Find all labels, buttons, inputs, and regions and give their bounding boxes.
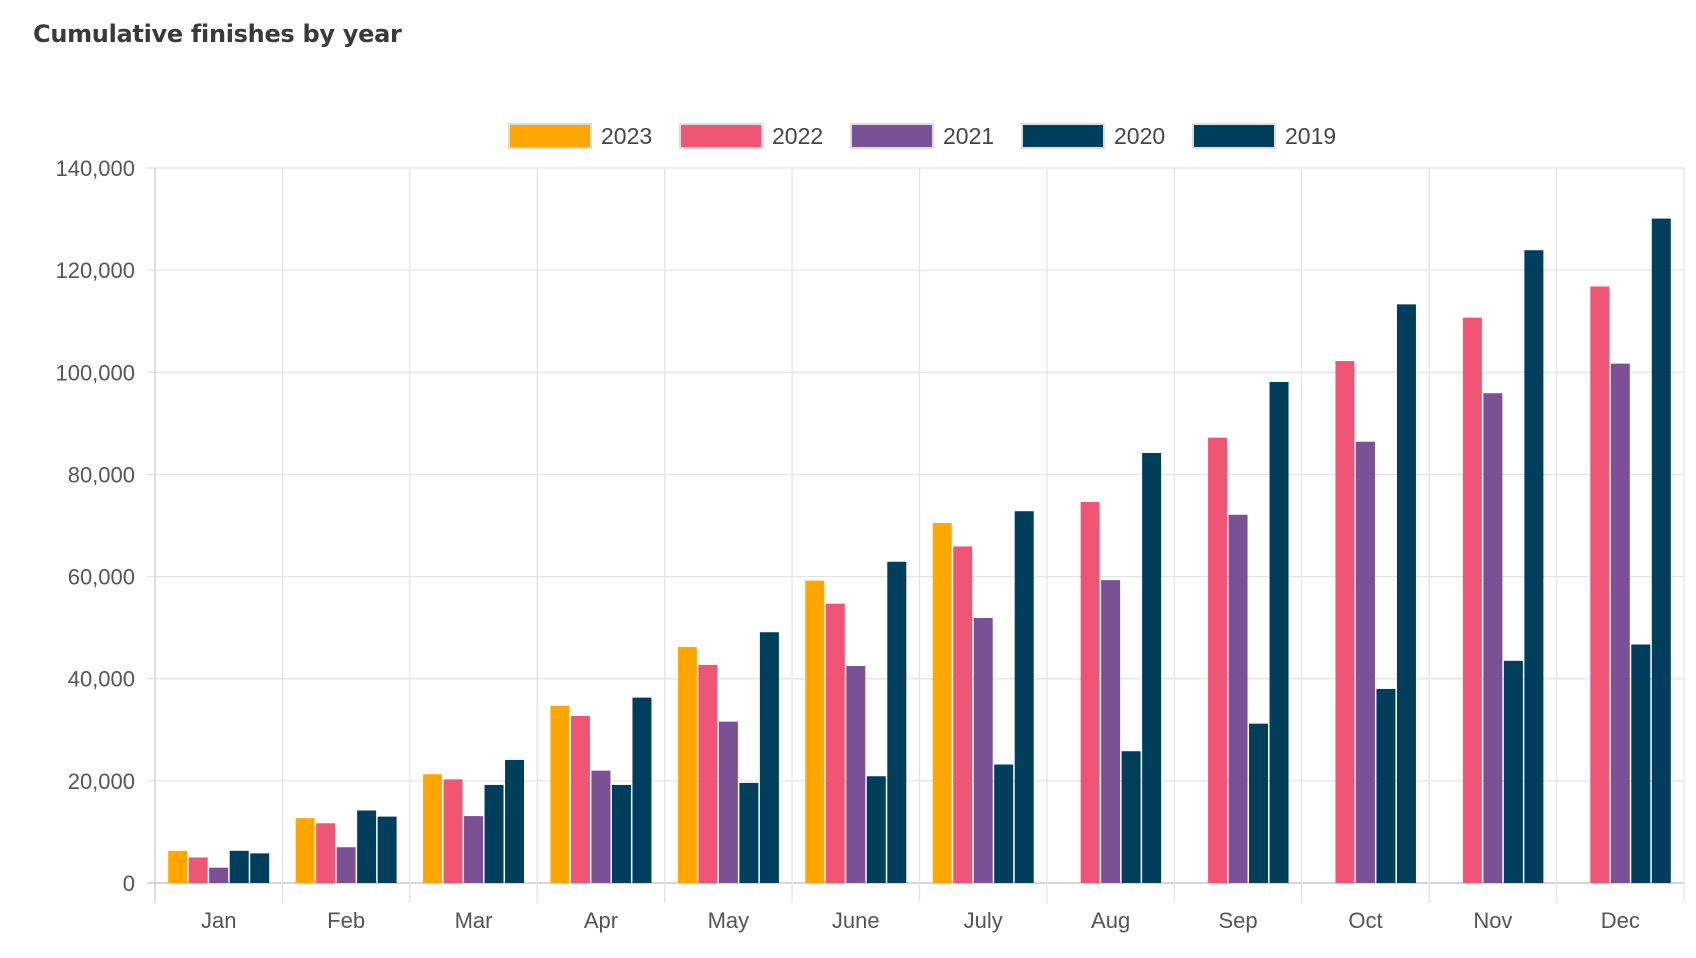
bar-2021-jan[interactable] [209, 867, 229, 883]
bar-2020-oct[interactable] [1376, 688, 1396, 883]
bar-2022-oct[interactable] [1335, 361, 1355, 883]
bar-2019-nov[interactable] [1524, 250, 1544, 884]
bar-2019-feb[interactable] [377, 816, 397, 883]
y-tick-label: 120,000 [55, 258, 135, 283]
bar-2019-mar[interactable] [505, 759, 525, 883]
bar-2019-july[interactable] [1014, 511, 1034, 883]
y-tick-label: 140,000 [55, 156, 135, 181]
bar-2019-jan[interactable] [250, 853, 270, 883]
x-tick-label-nov: Nov [1473, 908, 1512, 933]
bar-2021-feb[interactable] [336, 847, 356, 883]
legend-label-2019[interactable]: 2019 [1285, 123, 1336, 149]
bar-2023-june[interactable] [805, 580, 825, 883]
bar-2019-sep[interactable] [1269, 381, 1289, 883]
legend-label-2020[interactable]: 2020 [1114, 123, 1165, 149]
bar-2021-june[interactable] [846, 665, 866, 883]
bar-2020-may[interactable] [739, 782, 759, 883]
bar-2019-aug[interactable] [1142, 452, 1162, 883]
legend-label-2021[interactable]: 2021 [943, 123, 994, 149]
x-tick-label-sep: Sep [1218, 908, 1257, 933]
x-tick-label-oct: Oct [1348, 908, 1382, 933]
y-tick-label: 20,000 [68, 769, 135, 794]
y-tick-label: 0 [123, 871, 135, 896]
bars [168, 218, 1671, 884]
bar-2021-dec[interactable] [1610, 363, 1630, 883]
bar-2020-feb[interactable] [357, 810, 377, 883]
bar-2021-apr[interactable] [591, 770, 611, 883]
x-tick-label-apr: Apr [584, 908, 618, 933]
chart-title: Cumulative finishes by year [33, 20, 402, 48]
bar-2020-sep[interactable] [1249, 723, 1269, 883]
legend-swatch-2019[interactable] [1192, 123, 1276, 149]
bar-2020-july[interactable] [994, 764, 1014, 883]
x-tick-label-june: June [832, 908, 880, 933]
bar-2022-sep[interactable] [1208, 437, 1228, 883]
bar-2020-dec[interactable] [1631, 644, 1651, 883]
bar-2023-feb[interactable] [295, 818, 315, 883]
bar-2021-nov[interactable] [1483, 393, 1503, 883]
legend-swatch-2022[interactable] [679, 123, 763, 149]
bar-2021-sep[interactable] [1228, 514, 1248, 883]
bar-2022-nov[interactable] [1462, 317, 1482, 883]
bar-2022-july[interactable] [953, 546, 973, 883]
y-tick-label: 40,000 [68, 667, 135, 692]
bar-2020-apr[interactable] [611, 784, 631, 883]
bar-2021-july[interactable] [973, 617, 993, 883]
bar-2022-june[interactable] [825, 603, 845, 883]
bar-2020-jan[interactable] [229, 850, 249, 883]
bar-2019-may[interactable] [759, 632, 779, 883]
legend-swatch-2023[interactable] [508, 123, 592, 149]
bar-2019-apr[interactable] [632, 697, 652, 883]
x-tick-label-dec: Dec [1601, 908, 1640, 933]
y-tick-label: 60,000 [68, 565, 135, 590]
bar-2023-mar[interactable] [423, 774, 443, 883]
bar-2023-apr[interactable] [550, 705, 570, 883]
bar-2019-dec[interactable] [1651, 218, 1671, 883]
bar-2023-july[interactable] [932, 522, 952, 883]
bar-2020-june[interactable] [866, 776, 886, 883]
x-axis: Jan Feb Mar Apr May June July Aug Sep Oct Nov Dec [201, 908, 1640, 933]
bar-2021-may[interactable] [718, 721, 738, 883]
bar-2022-may[interactable] [698, 664, 718, 883]
legend[interactable]: 2023 2022 2021 2020 2019 [508, 123, 1336, 149]
bar-2022-mar[interactable] [443, 779, 463, 883]
bar-2019-june[interactable] [887, 561, 907, 883]
bar-2021-aug[interactable] [1101, 580, 1121, 883]
y-axis: 0 20,000 40,000 60,000 80,000 100,000 120,000 1… [55, 156, 135, 896]
bar-2021-mar[interactable] [464, 816, 484, 883]
y-tick-label: 100,000 [55, 360, 135, 385]
bar-2022-aug[interactable] [1080, 502, 1100, 883]
x-tick-label-mar: Mar [455, 908, 493, 933]
bar-2022-apr[interactable] [570, 715, 590, 883]
bar-2020-mar[interactable] [484, 784, 504, 883]
bar-2022-dec[interactable] [1590, 286, 1610, 883]
y-tick-label: 80,000 [68, 462, 135, 487]
bar-2021-oct[interactable] [1355, 441, 1375, 883]
bar-2022-feb[interactable] [316, 823, 336, 883]
x-tick-label-jan: Jan [201, 908, 236, 933]
legend-swatch-2021[interactable] [850, 123, 934, 149]
bar-2020-aug[interactable] [1121, 751, 1141, 883]
legend-label-2022[interactable]: 2022 [772, 123, 823, 149]
legend-label-2023[interactable]: 2023 [601, 123, 652, 149]
bar-2020-nov[interactable] [1503, 660, 1523, 883]
x-tick-label-may: May [708, 908, 750, 933]
bar-2023-may[interactable] [677, 647, 697, 883]
x-tick-label-aug: Aug [1091, 908, 1130, 933]
x-tick-label-july: July [964, 908, 1003, 933]
bar-2022-jan[interactable] [188, 857, 208, 883]
x-tick-label-feb: Feb [327, 908, 365, 933]
legend-swatch-2020[interactable] [1021, 123, 1105, 149]
bar-2019-oct[interactable] [1396, 304, 1416, 883]
grid-lines [147, 167, 1685, 903]
bar-2023-jan[interactable] [168, 850, 188, 883]
